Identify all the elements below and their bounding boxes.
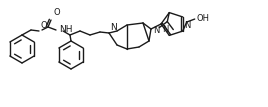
Text: O: O <box>53 8 59 17</box>
Text: N: N <box>162 25 168 34</box>
Text: OH: OH <box>197 14 210 23</box>
Text: O: O <box>40 21 47 30</box>
Text: N: N <box>154 26 160 35</box>
Text: N: N <box>184 21 190 30</box>
Text: N: N <box>110 23 117 32</box>
Text: NH: NH <box>59 25 73 34</box>
